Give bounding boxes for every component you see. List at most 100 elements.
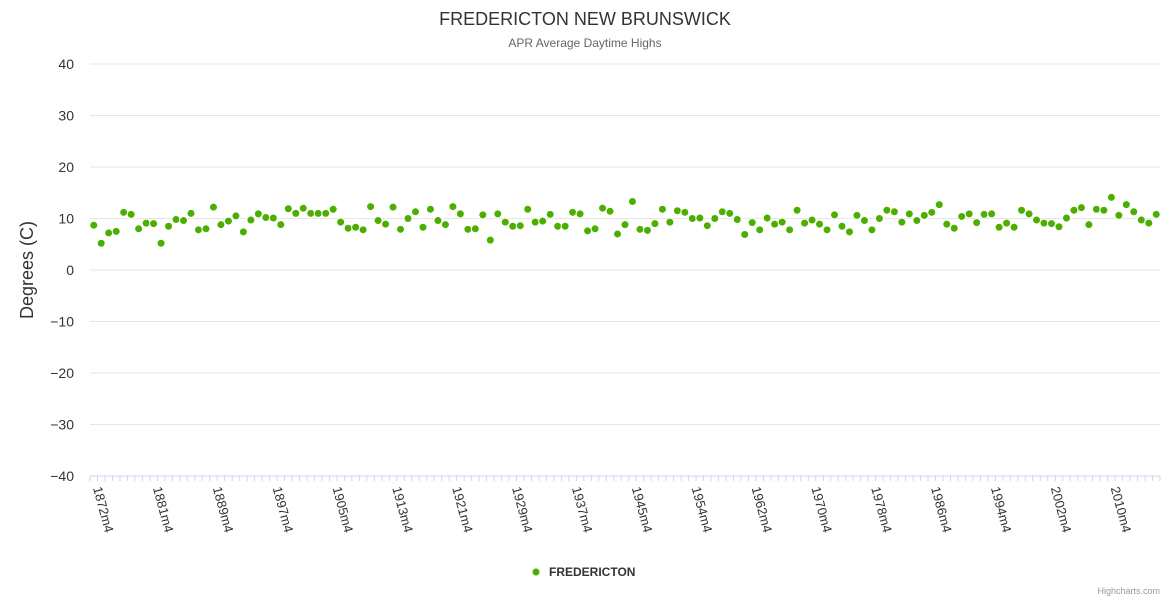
data-point[interactable]: [193, 225, 203, 235]
data-point[interactable]: [687, 214, 697, 223]
data-point[interactable]: [493, 209, 503, 219]
data-point[interactable]: [874, 214, 884, 223]
data-point[interactable]: [672, 206, 682, 216]
data-point[interactable]: [515, 221, 525, 231]
data-point[interactable]: [478, 210, 488, 220]
data-point[interactable]: [770, 219, 780, 229]
data-point[interactable]: [104, 228, 114, 238]
data-point[interactable]: [500, 217, 510, 227]
data-point[interactable]: [485, 235, 495, 245]
data-point[interactable]: [904, 209, 914, 219]
data-point[interactable]: [186, 208, 196, 218]
data-point[interactable]: [1024, 209, 1034, 219]
data-point[interactable]: [972, 218, 982, 228]
data-point[interactable]: [949, 223, 959, 233]
data-point[interactable]: [762, 213, 772, 223]
data-point[interactable]: [702, 221, 712, 231]
data-point[interactable]: [897, 217, 907, 227]
data-point[interactable]: [343, 223, 353, 233]
data-point[interactable]: [291, 208, 301, 218]
data-point[interactable]: [822, 225, 832, 235]
data-point[interactable]: [1054, 222, 1064, 232]
data-point[interactable]: [455, 209, 465, 219]
data-point[interactable]: [358, 225, 368, 235]
data-point[interactable]: [1091, 204, 1101, 214]
data-point[interactable]: [119, 207, 129, 217]
data-point[interactable]: [313, 208, 323, 218]
data-point[interactable]: [568, 207, 578, 217]
data-point[interactable]: [852, 210, 862, 220]
data-point[interactable]: [366, 202, 376, 212]
data-point[interactable]: [433, 216, 443, 226]
data-point[interactable]: [141, 218, 151, 228]
data-point[interactable]: [889, 207, 899, 217]
data-point[interactable]: [1047, 219, 1057, 229]
data-point[interactable]: [246, 215, 256, 225]
data-point[interactable]: [1009, 222, 1019, 232]
data-point[interactable]: [89, 220, 99, 230]
data-point[interactable]: [298, 203, 308, 213]
data-point[interactable]: [208, 202, 218, 212]
data-point[interactable]: [523, 204, 533, 214]
data-point[interactable]: [583, 226, 593, 236]
data-point[interactable]: [927, 207, 937, 217]
data-point[interactable]: [837, 221, 847, 231]
data-point[interactable]: [994, 222, 1004, 232]
data-point[interactable]: [1114, 210, 1124, 220]
data-point[interactable]: [223, 216, 233, 226]
data-point[interactable]: [1144, 218, 1154, 228]
data-point[interactable]: [830, 210, 840, 220]
data-point[interactable]: [231, 211, 241, 221]
data-point[interactable]: [800, 218, 810, 228]
data-point[interactable]: [448, 202, 458, 212]
data-point[interactable]: [328, 204, 338, 214]
data-point[interactable]: [912, 216, 922, 226]
data-point[interactable]: [306, 208, 316, 218]
data-point[interactable]: [463, 224, 473, 234]
data-point[interactable]: [859, 216, 869, 226]
data-point[interactable]: [740, 229, 750, 239]
data-point[interactable]: [598, 203, 608, 213]
data-point[interactable]: [777, 217, 787, 227]
data-point[interactable]: [680, 207, 690, 217]
data-point[interactable]: [1076, 203, 1086, 213]
data-point[interactable]: [1099, 205, 1109, 215]
data-point[interactable]: [1002, 218, 1012, 228]
data-point[interactable]: [882, 205, 892, 215]
data-point[interactable]: [410, 207, 420, 217]
data-point[interactable]: [268, 213, 278, 223]
data-point[interactable]: [785, 225, 795, 235]
data-point[interactable]: [590, 224, 600, 234]
data-point[interactable]: [815, 219, 825, 229]
data-point[interactable]: [171, 215, 181, 225]
data-point[interactable]: [216, 220, 226, 230]
data-point[interactable]: [373, 216, 383, 226]
data-point[interactable]: [396, 224, 406, 234]
data-point[interactable]: [381, 219, 391, 229]
data-point[interactable]: [545, 209, 555, 219]
data-point[interactable]: [613, 229, 623, 239]
data-point[interactable]: [665, 217, 675, 227]
data-point[interactable]: [425, 204, 435, 214]
data-point[interactable]: [351, 222, 361, 232]
data-point[interactable]: [1136, 215, 1146, 225]
data-point[interactable]: [710, 214, 720, 223]
data-point[interactable]: [553, 221, 563, 231]
data-point[interactable]: [987, 209, 997, 219]
data-point[interactable]: [867, 225, 877, 235]
data-point[interactable]: [530, 217, 540, 227]
data-point[interactable]: [164, 221, 174, 231]
data-point[interactable]: [156, 238, 166, 248]
data-point[interactable]: [642, 225, 652, 235]
data-point[interactable]: [620, 220, 630, 230]
data-point[interactable]: [942, 219, 952, 229]
data-point[interactable]: [919, 210, 929, 220]
data-point[interactable]: [418, 222, 428, 232]
data-point[interactable]: [964, 209, 974, 219]
data-point[interactable]: [635, 224, 645, 234]
data-point[interactable]: [126, 209, 136, 219]
data-point[interactable]: [1032, 215, 1042, 225]
data-point[interactable]: [1069, 205, 1079, 215]
data-point[interactable]: [807, 215, 817, 225]
data-point[interactable]: [321, 208, 331, 218]
